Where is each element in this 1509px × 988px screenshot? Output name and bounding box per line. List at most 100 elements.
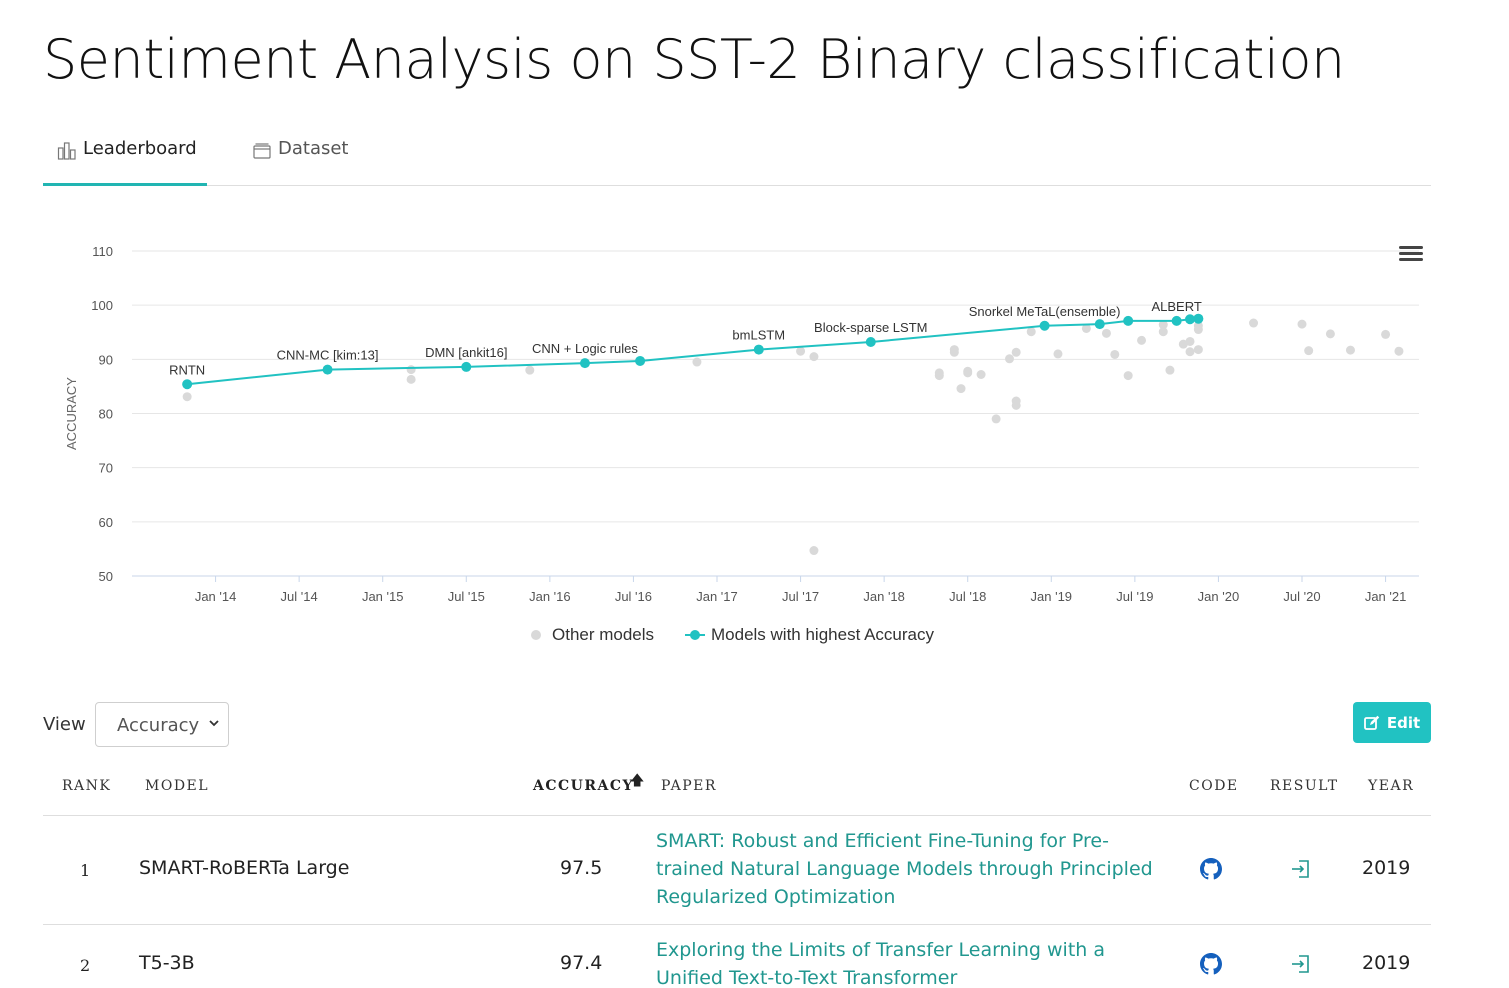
row-rank: 2 (80, 956, 91, 975)
tab-leaderboard-label: Leaderboard (83, 138, 197, 159)
row-rank: 1 (80, 861, 91, 880)
best-model-label: DMN [ankit16] (425, 345, 507, 360)
other-model-point (1123, 371, 1133, 381)
legend-best-marker (690, 630, 700, 640)
other-model-point (1249, 318, 1259, 328)
x-tick-label: Jul '19 (1116, 589, 1153, 604)
edit-icon (1363, 715, 1380, 730)
view-select-value: Accuracy (117, 715, 200, 736)
other-model-point (1193, 325, 1203, 335)
header-rank: Rank (62, 778, 112, 794)
other-model-point (1185, 347, 1195, 357)
header-year: Year (1368, 778, 1415, 794)
row-paper-link[interactable]: SMART: Robust and Efficient Fine-Tuning … (656, 830, 1153, 908)
best-model-label: CNN + Logic rules (532, 341, 638, 356)
other-model-point (1110, 349, 1120, 359)
best-model-point (182, 379, 193, 390)
x-tick-label: Jul '17 (782, 589, 819, 604)
row-accuracy: 97.4 (560, 952, 603, 974)
legend-other-label: Other models (552, 625, 654, 644)
row-paper-link[interactable]: Exploring the Limits of Transfer Learnin… (656, 939, 1106, 988)
other-model-point (182, 392, 192, 402)
row-year: 2019 (1362, 952, 1411, 974)
header-accuracy[interactable]: Accuracy (533, 778, 634, 794)
active-tab-indicator (43, 183, 207, 186)
other-model-point (1011, 400, 1021, 410)
other-model-point (991, 414, 1001, 424)
y-tick-label: 110 (92, 244, 113, 259)
tab-dataset-label: Dataset (278, 138, 349, 159)
x-tick-label: Jan '14 (195, 589, 237, 604)
view-label: View (43, 714, 86, 735)
sota-chart: 110 100 90 80 70 60 50 ACCURACY Jan '14 Jul '14 Ja… (43, 210, 1443, 660)
other-model-point (1101, 328, 1111, 338)
other-model-point (1345, 345, 1355, 355)
x-tick-label: Jul '18 (949, 589, 986, 604)
best-model-point (1171, 315, 1182, 326)
y-tick-label: 90 (99, 352, 113, 367)
row-accuracy: 97.5 (560, 857, 603, 879)
best-model-point (461, 361, 472, 372)
other-model-point (956, 384, 966, 394)
github-icon[interactable] (1200, 858, 1222, 880)
x-tick-label: Jan '16 (529, 589, 571, 604)
other-model-point (1297, 319, 1307, 329)
x-tick-label: Jan '20 (1198, 589, 1240, 604)
x-tick-label: Jan '15 (362, 589, 404, 604)
best-model-label: RNTN (169, 362, 205, 377)
header-result: Result (1270, 778, 1339, 794)
other-model-point (406, 374, 416, 384)
edit-button[interactable]: Edit (1353, 702, 1431, 743)
y-tick-label: 100 (91, 298, 113, 313)
other-model-point (406, 365, 416, 375)
tab-dataset[interactable]: Dataset (252, 138, 349, 185)
y-tick-label: 80 (99, 407, 113, 422)
x-tick-label: Jul '20 (1283, 589, 1320, 604)
view-select[interactable]: Accuracy (95, 702, 229, 747)
x-tick-label: Jan '17 (696, 589, 738, 604)
best-model-point (635, 355, 646, 366)
best-model-point (1193, 313, 1204, 324)
y-axis-title: ACCURACY (64, 377, 79, 450)
x-tick-label: Jul '15 (448, 589, 485, 604)
table-header: Rank Model Accuracy 🡅 Paper Code Result … (43, 770, 1431, 816)
chart-menu-icon[interactable] (1399, 246, 1423, 266)
best-model-point (1123, 315, 1134, 326)
table-row: 2 T5-3B 97.4 Exploring the Limits of Tra… (43, 925, 1431, 988)
other-model-point (1026, 327, 1036, 337)
other-model-point (796, 346, 806, 356)
row-model[interactable]: SMART-RoBERTa Large (139, 857, 350, 879)
other-model-point (949, 347, 959, 357)
github-icon[interactable] (1200, 953, 1222, 975)
best-model-point (322, 364, 333, 375)
other-model-point (1325, 329, 1335, 339)
other-model-point (1137, 335, 1147, 345)
y-tick-label: 70 (99, 461, 113, 476)
best-model-label: Block-sparse LSTM (814, 320, 927, 335)
other-model-point (1158, 327, 1168, 337)
row-year: 2019 (1362, 857, 1411, 879)
chevron-down-icon (209, 720, 219, 727)
result-entry-icon[interactable] (1290, 858, 1312, 880)
header-model: Model (145, 778, 210, 794)
x-tick-label: Jan '18 (863, 589, 905, 604)
tab-leaderboard[interactable]: Leaderboard (57, 138, 197, 185)
best-model-label: bmLSTM (732, 328, 785, 343)
other-model-point (1005, 354, 1014, 364)
best-model-label: CNN-MC [kim:13] (277, 348, 379, 363)
sort-arrow-icon[interactable]: 🡅 (630, 773, 645, 789)
chart-svg: 110 100 90 80 70 60 50 ACCURACY Jan '14 Jul '14 Ja… (64, 244, 1419, 644)
result-entry-icon[interactable] (1290, 953, 1312, 975)
best-model-label: Snorkel MeTaL(ensemble) (969, 304, 1121, 319)
other-model-point (963, 368, 973, 378)
x-tick-label: Jan '21 (1365, 589, 1407, 604)
x-tick-label: Jan '19 (1031, 589, 1073, 604)
other-model-point (1185, 336, 1195, 346)
edit-button-label: Edit (1386, 713, 1421, 732)
other-model-point (1158, 320, 1168, 330)
tab-bar: Leaderboard Dataset (43, 128, 1431, 186)
other-model-point (1165, 365, 1175, 375)
x-tick-label: Jul '16 (615, 589, 652, 604)
row-model[interactable]: T5-3B (139, 952, 195, 974)
other-model-point (1081, 323, 1091, 333)
